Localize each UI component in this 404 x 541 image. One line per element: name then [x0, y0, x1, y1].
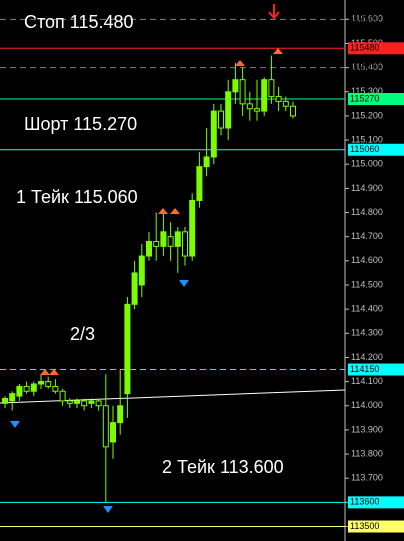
candle-body: [110, 422, 116, 443]
candle-body: [102, 405, 109, 448]
candle-body: [59, 390, 66, 402]
candle-body: [153, 241, 160, 247]
level-label-box: [348, 520, 404, 533]
candle-body: [261, 79, 268, 112]
trend-line: [0, 389, 346, 404]
candle-body: [218, 110, 224, 129]
signal-arrows: [10, 4, 283, 513]
candle-body: [124, 303, 131, 395]
y-tick-label: 114.200: [351, 352, 383, 362]
candle-body: [225, 91, 232, 129]
level-label: 113500: [350, 521, 379, 531]
y-tick-label: 114.600: [351, 255, 383, 265]
candle-body: [160, 231, 167, 247]
y-tick-label: 115.300: [351, 86, 383, 96]
candle-body: [2, 398, 8, 404]
candle-body: [275, 96, 282, 102]
candle-body: [290, 105, 296, 117]
level-label: 113600: [350, 497, 379, 507]
candle-body: [189, 199, 196, 257]
stop-arrow: [268, 4, 280, 20]
level-label-box: [348, 42, 404, 55]
candle-body: [66, 400, 73, 404]
annotation: 2 Тейк 113.600: [162, 457, 284, 477]
candle-body: [268, 79, 275, 98]
candle-body: [23, 385, 30, 392]
y-tick-label: 113.900: [351, 424, 383, 434]
y-tick-label: 113.800: [351, 448, 383, 458]
candle-body: [174, 231, 181, 247]
level-label-box: [348, 496, 404, 509]
annotation: Шорт 115.270: [24, 114, 137, 134]
annotation: Стоп 115.480: [24, 12, 134, 32]
candle-body: [239, 79, 246, 105]
y-tick-label: 114.900: [351, 183, 383, 193]
candle-body: [95, 400, 102, 407]
y-tick-label: 114.300: [351, 328, 383, 338]
candle-body: [45, 381, 52, 387]
candle-body: [167, 236, 174, 247]
candle-body: [9, 393, 16, 402]
y-tick-label: 115.000: [351, 159, 383, 169]
y-tick-label: 115.400: [351, 62, 383, 72]
candle-body: [254, 108, 260, 112]
level-label: 115480: [350, 43, 379, 53]
level-label: 115060: [350, 144, 379, 154]
level-label-box: [348, 143, 404, 156]
candle-body: [81, 400, 88, 407]
level-label-box: [348, 363, 404, 376]
y-tick-label: 114.700: [351, 231, 383, 241]
y-tick-label: 114.500: [351, 279, 383, 289]
level-label: 115600: [350, 14, 379, 24]
y-tick-label: 115.200: [351, 110, 383, 120]
annotation: 2/3: [70, 324, 95, 344]
sell-arrows: [40, 48, 283, 375]
level-label: 115400: [350, 62, 379, 72]
candle-body: [246, 103, 253, 110]
y-tick-label: 115.600: [351, 14, 383, 24]
y-tick-label: 114.800: [351, 207, 383, 217]
candle-body: [210, 110, 217, 158]
candle-body: [117, 405, 124, 424]
level-label: 115270: [350, 93, 379, 103]
y-tick-label: 115.100: [351, 134, 383, 144]
candle-body: [196, 166, 203, 201]
candle-body: [146, 241, 152, 257]
candle-body: [131, 272, 138, 305]
annotation: 1 Тейк 115.060: [16, 187, 138, 207]
candle-body: [74, 400, 80, 404]
y-tick-label: 114.100: [351, 376, 383, 386]
candle-body: [232, 79, 239, 93]
y-tick-label: 114.000: [351, 400, 383, 410]
level-label: 114150: [350, 364, 379, 374]
y-tick-label: 114.400: [351, 304, 383, 314]
candle-body: [16, 385, 23, 397]
y-tick-label: 113.700: [351, 473, 383, 483]
candle-body: [38, 381, 44, 385]
candle-body: [138, 255, 145, 286]
candle-body: [182, 231, 188, 257]
candle-body: [30, 383, 37, 392]
level-label-box: [348, 93, 404, 106]
candle-body: [203, 156, 210, 168]
candle-body: [52, 385, 59, 392]
candle-body: [88, 400, 95, 404]
candle-body: [282, 100, 289, 107]
